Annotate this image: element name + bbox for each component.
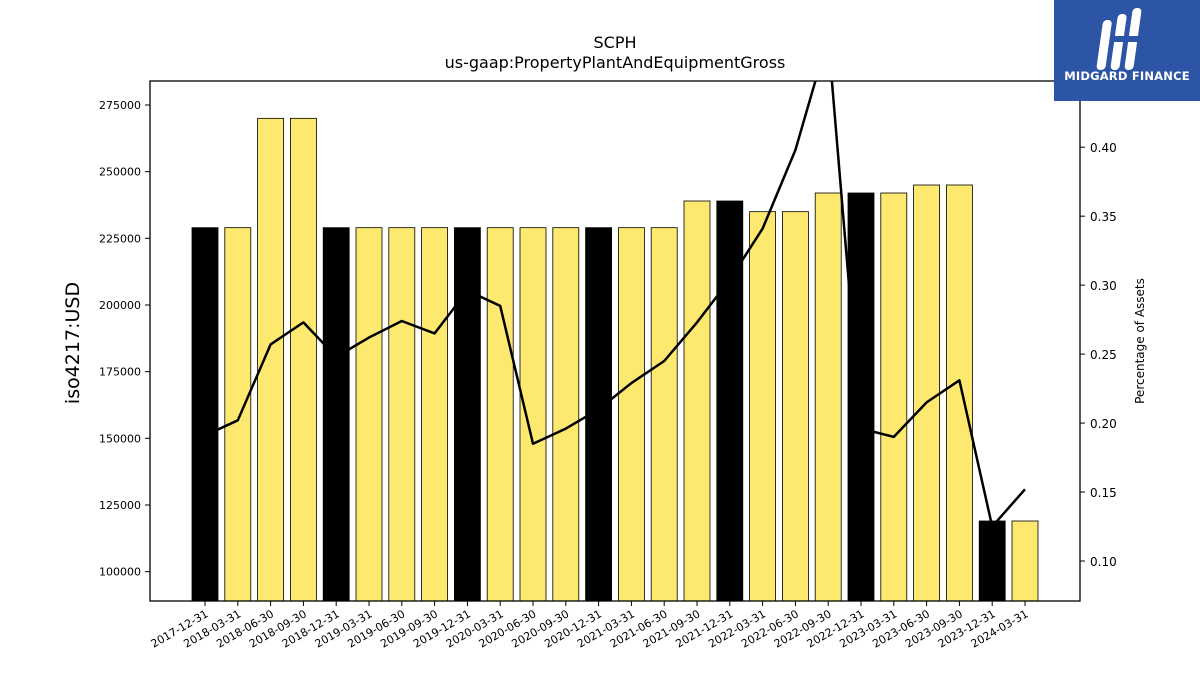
y-axis-right: 0.10 0.15 0.20 0.25 0.30 0.35 0.40 bbox=[1080, 141, 1117, 569]
bar-2021-12-31 bbox=[716, 200, 744, 602]
bar-2018-12-31 bbox=[322, 227, 350, 602]
y-tick-label: 175000 bbox=[99, 366, 141, 379]
bar-2024-03-31 bbox=[1011, 520, 1039, 602]
bar-2022-09-30 bbox=[814, 192, 842, 602]
y-tick-label: 200000 bbox=[99, 299, 141, 312]
bar-2023-09-30 bbox=[946, 184, 973, 602]
bar-2018-09-30 bbox=[289, 117, 317, 602]
y-tick-label: 150000 bbox=[99, 432, 141, 445]
bar-2022-03-31 bbox=[749, 211, 776, 602]
bar-2023-12-31 bbox=[978, 520, 1006, 602]
y2-tick-label: 0.10 bbox=[1090, 555, 1117, 569]
bar-2020-09-30 bbox=[552, 227, 580, 602]
bar-2021-09-30 bbox=[683, 200, 711, 602]
bar-2020-03-31 bbox=[486, 227, 514, 602]
y-axis-left: 100000 125000 150000 175000 200000 225000 2500… bbox=[99, 99, 150, 579]
brand-name: MIDGARD FINANCE bbox=[1064, 69, 1190, 83]
bar-2020-06-30 bbox=[519, 227, 547, 602]
bar-2018-03-31 bbox=[224, 227, 252, 602]
x-axis: 2017-12-312018-03-312018-06-302018-09-30… bbox=[149, 601, 1031, 651]
y-tick-label: 225000 bbox=[99, 232, 141, 245]
y-tick-label: 125000 bbox=[99, 499, 141, 512]
bar-2019-03-31 bbox=[355, 227, 383, 602]
pct-line-series bbox=[204, 81, 1026, 528]
y2-tick-label: 0.20 bbox=[1090, 417, 1117, 431]
bar-series bbox=[191, 117, 1039, 602]
bar-2017-12-31 bbox=[191, 227, 219, 602]
y-tick-label: 275000 bbox=[99, 99, 141, 112]
y-tick-label: 250000 bbox=[99, 166, 141, 179]
bar-2021-06-30 bbox=[650, 227, 678, 602]
y2-axis-label: Percentage of Assets bbox=[1133, 278, 1147, 404]
chart-subtitle: us-gaap:PropertyPlantAndEquipmentGross bbox=[445, 53, 786, 72]
y2-tick-label: 0.30 bbox=[1090, 279, 1117, 293]
y2-tick-label: 0.15 bbox=[1090, 486, 1117, 500]
pct-of-assets-line bbox=[204, 81, 1026, 528]
chart-title: SCPH bbox=[593, 33, 636, 52]
y2-tick-label: 0.40 bbox=[1090, 141, 1117, 155]
midgard-m-logo-icon bbox=[1096, 8, 1142, 70]
bar-2019-09-30 bbox=[421, 227, 449, 602]
bar-2018-06-30 bbox=[257, 117, 285, 602]
y-tick-label: 100000 bbox=[99, 566, 141, 579]
bar-2019-06-30 bbox=[388, 227, 416, 602]
y2-tick-label: 0.25 bbox=[1090, 348, 1117, 362]
bar-2019-12-31 bbox=[453, 227, 481, 602]
bar-2023-06-30 bbox=[913, 184, 940, 602]
y2-tick-label: 0.35 bbox=[1090, 210, 1117, 224]
y-axis-label: iso4217:USD bbox=[62, 282, 84, 404]
plot-frame bbox=[149, 80, 1081, 602]
bar-2022-06-30 bbox=[782, 211, 809, 602]
brand-logo: MIDGARD FINANCE bbox=[1054, 0, 1200, 101]
bar-2023-03-31 bbox=[880, 192, 908, 602]
bar-2022-12-31 bbox=[847, 192, 875, 602]
bar-2021-03-31 bbox=[618, 227, 645, 602]
